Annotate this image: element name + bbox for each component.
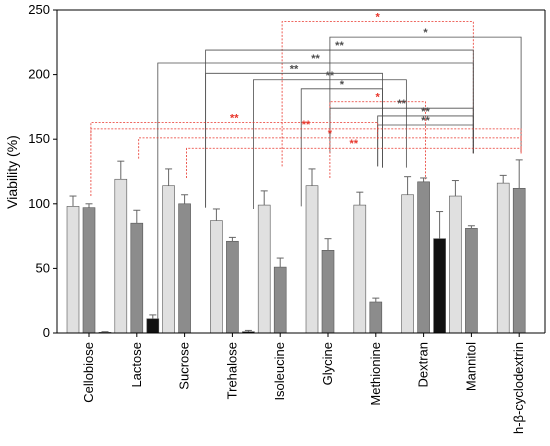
y-tick-label: 100 [28,196,50,211]
x-tick-label: Mannitol [463,342,478,391]
significance-label: ** [326,70,335,82]
significance-label: * [376,12,381,24]
x-tick-label: Isoleucine [272,342,287,401]
x-tick-label: Lactose [129,342,144,388]
y-tick-label: 250 [28,2,50,17]
bar [512,187,526,334]
bar [401,194,414,334]
bar [82,207,96,334]
bar [273,266,287,334]
bar [162,185,175,334]
x-tick-label: Cellobiose [81,342,96,403]
bar [369,301,383,334]
y-tick-label: 150 [28,131,50,146]
bar [178,203,191,334]
significance-bracket [300,88,383,207]
y-axis-title: Viability (%) [4,135,20,209]
significance-bracket [329,36,522,154]
x-tick-label: Glycine [320,342,335,385]
y-tick-label: 0 [43,325,50,340]
significance-bracket [90,122,379,140]
significance-label: ** [421,115,430,127]
significance-label: ** [230,112,239,124]
significance-bracket [186,147,522,178]
significance-label: ** [335,40,344,52]
bar [146,318,160,334]
significance-label: ** [421,106,430,118]
significance-label: * [376,92,381,104]
significance-label: * [423,27,428,39]
x-tick-label: h-β-cyclodextrin [511,342,526,434]
significance-label: ** [350,138,359,150]
significance-label: ** [302,119,311,131]
bar [353,204,367,334]
x-tick-label: Methionine [368,342,383,406]
bar [321,250,335,334]
bar [130,222,144,334]
significance-label: ** [290,63,299,75]
significance-bracket [377,124,474,167]
bar [66,206,80,334]
x-tick-label: Dextran [416,342,431,388]
bar [210,220,223,334]
y-tick-label: 200 [28,67,50,82]
significance-bracket [138,137,522,159]
bar [226,240,239,334]
bar [449,195,462,334]
bar [114,178,128,334]
bar [465,228,478,334]
significance-label: ** [311,53,320,65]
y-tick-label: 50 [36,260,50,275]
axis-layer [53,9,546,337]
significance-layer: ************************* [90,12,522,327]
significance-bracket [329,101,426,180]
bar [433,238,446,334]
bars-layer [66,159,526,334]
bar [305,185,319,334]
x-tick-label: Trehalose [224,342,239,399]
bar [496,182,510,334]
bar [257,204,271,334]
x-tick-label: Sucrose [177,342,192,390]
significance-label: ** [397,98,406,110]
significance-label: * [340,79,345,91]
significance-label: * [328,128,333,140]
significance-bracket [253,79,407,209]
bar [417,181,430,334]
